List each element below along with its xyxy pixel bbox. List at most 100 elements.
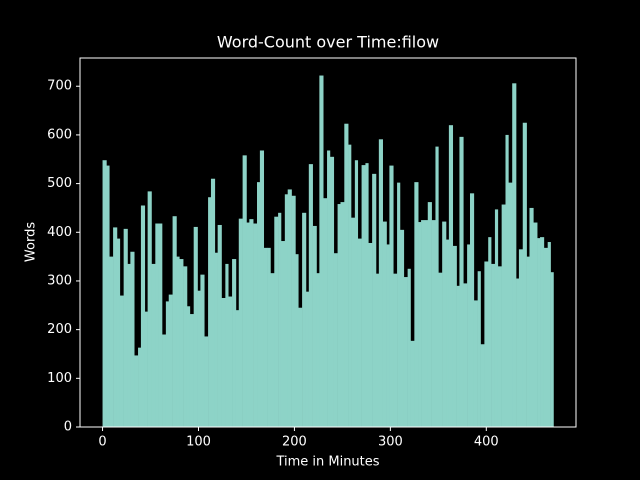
- bar: [484, 261, 489, 427]
- bar: [526, 256, 530, 427]
- bar: [518, 249, 524, 427]
- bar: [319, 75, 324, 428]
- bar: [494, 209, 499, 427]
- bar: [151, 263, 156, 427]
- bar: [138, 347, 142, 427]
- bar: [267, 247, 271, 427]
- bar: [246, 222, 250, 427]
- bar: [257, 182, 261, 427]
- bar: [302, 212, 307, 427]
- bar: [274, 216, 279, 427]
- bar: [467, 244, 471, 427]
- bar: [225, 263, 229, 427]
- bar: [162, 334, 167, 427]
- bar: [480, 344, 485, 427]
- bar: [459, 136, 464, 427]
- bar: [168, 294, 173, 427]
- bar: [386, 244, 390, 427]
- bar: [208, 197, 212, 427]
- bar: [183, 266, 188, 427]
- bar: [533, 222, 538, 427]
- y-tick-label: 200: [47, 322, 72, 337]
- bar: [403, 277, 408, 427]
- bar: [473, 300, 478, 427]
- bar: [522, 122, 527, 427]
- bar: [407, 268, 411, 427]
- bar: [109, 256, 114, 427]
- bar: [418, 222, 422, 427]
- bar: [134, 355, 139, 427]
- bar: [200, 274, 205, 427]
- x-tick-label: 100: [186, 435, 211, 450]
- bar: [446, 239, 450, 427]
- bar: [176, 256, 180, 427]
- bar: [113, 227, 118, 427]
- bar: [424, 220, 429, 427]
- bar: [375, 273, 380, 427]
- bar: [378, 139, 383, 428]
- bar: [232, 259, 237, 427]
- bar: [414, 182, 419, 427]
- bar: [329, 156, 335, 427]
- y-axis-label: Words: [24, 222, 39, 262]
- bar: [291, 195, 296, 427]
- y-tick-label: 100: [47, 371, 72, 386]
- bar: [259, 150, 265, 427]
- bar: [312, 225, 317, 427]
- bar: [491, 263, 496, 427]
- bar: [263, 247, 268, 427]
- bar: [235, 310, 240, 427]
- bar: [354, 160, 359, 427]
- bar: [287, 189, 292, 427]
- bar: [340, 202, 345, 427]
- bar: [357, 238, 362, 427]
- bar: [469, 193, 475, 427]
- y-tick-label: 300: [47, 273, 72, 288]
- y-tick-label: 0: [64, 420, 72, 435]
- bar: [512, 83, 517, 427]
- bar: [537, 238, 541, 427]
- bar: [140, 205, 146, 427]
- bar: [158, 223, 163, 427]
- bar: [456, 285, 460, 427]
- plot-frame: [79, 57, 577, 428]
- x-tick-label: 400: [474, 435, 499, 450]
- bar: [278, 212, 282, 427]
- bar: [123, 228, 128, 427]
- bar: [452, 245, 457, 427]
- y-tick-label: 500: [47, 176, 72, 191]
- bar: [550, 272, 554, 427]
- bar: [427, 202, 432, 427]
- bar: [463, 283, 468, 427]
- bar: [119, 295, 124, 427]
- bar: [348, 144, 352, 427]
- bar: [540, 237, 545, 427]
- bar: [508, 182, 513, 427]
- bar: [497, 266, 502, 427]
- y-tick-label: 700: [47, 79, 72, 94]
- bar: [155, 223, 159, 427]
- bar: [516, 278, 520, 427]
- bar: [130, 251, 135, 427]
- bar: [431, 220, 436, 427]
- bar: [529, 207, 534, 427]
- bar: [393, 273, 398, 427]
- bar: [344, 123, 349, 427]
- bar: [165, 301, 170, 427]
- bar: [298, 307, 303, 427]
- bar: [217, 224, 222, 427]
- bar: [488, 237, 492, 427]
- chart-title: Word-Count over Time:filow: [217, 33, 439, 52]
- bar: [323, 198, 328, 427]
- bar: [337, 204, 341, 427]
- bar: [316, 273, 320, 427]
- bar: [397, 182, 401, 427]
- bar: [249, 219, 254, 427]
- bar: [421, 220, 426, 427]
- bar: [365, 163, 369, 427]
- bar: [116, 238, 121, 427]
- bar: [448, 125, 454, 428]
- bar: [193, 226, 198, 427]
- x-tick-label: 0: [98, 435, 106, 450]
